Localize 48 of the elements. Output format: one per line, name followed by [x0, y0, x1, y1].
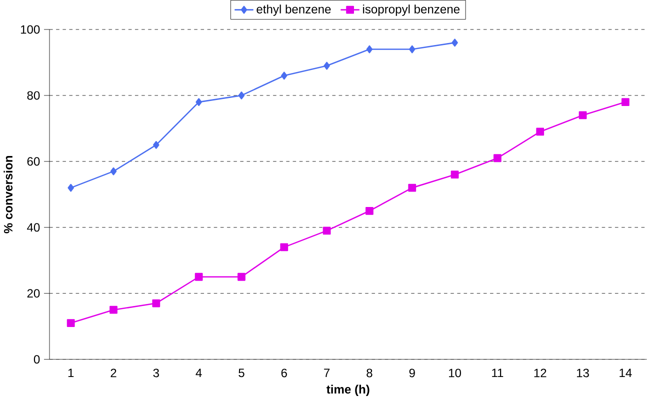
point	[366, 207, 374, 216]
point	[68, 184, 74, 192]
legend-label: ethyl benzene	[256, 4, 331, 16]
x-tick-label: 3	[153, 368, 159, 378]
point	[110, 306, 118, 314]
point	[324, 62, 330, 70]
x-tick-label: 7	[324, 368, 330, 378]
x-tick-label: 13	[576, 368, 589, 378]
point	[66, 319, 75, 328]
x-tick-label: 1	[68, 368, 74, 378]
point	[450, 170, 459, 179]
y-tick-label: 0	[34, 355, 40, 364]
x-tick-label: 6	[281, 368, 287, 378]
point	[366, 45, 373, 54]
point	[238, 92, 245, 100]
x-tick-label: 4	[196, 368, 202, 378]
y-axis-title: % conversion	[4, 156, 13, 234]
point	[621, 98, 630, 106]
x-axis-title: time (h)	[326, 384, 370, 396]
x-tick-label: 10	[449, 368, 462, 378]
y-tick-label: 20	[27, 289, 40, 298]
point	[280, 243, 288, 252]
legend-label: isopropyl benzene	[363, 4, 460, 16]
point	[578, 111, 587, 120]
point	[409, 45, 416, 54]
point	[238, 273, 246, 281]
point	[152, 299, 160, 308]
point	[322, 226, 331, 235]
y-tick-label: 60	[27, 157, 40, 166]
point	[196, 98, 202, 106]
y-tick-label: 40	[27, 223, 40, 232]
point	[408, 184, 416, 192]
y-tick-label: 100	[20, 25, 40, 34]
point	[494, 154, 502, 162]
point	[153, 141, 160, 150]
point	[194, 273, 203, 281]
point	[110, 168, 117, 176]
x-tick-label: 11	[492, 368, 504, 378]
y-tick-label: 80	[27, 91, 40, 100]
x-tick-label: 9	[409, 368, 415, 378]
x-tick-label: 12	[534, 368, 546, 378]
point	[536, 128, 544, 136]
x-tick-label: 5	[238, 368, 244, 378]
x-tick-label: 14	[620, 368, 632, 378]
point	[281, 72, 288, 80]
point	[452, 38, 458, 47]
x-tick-label: 8	[366, 368, 372, 378]
x-tick-label: 2	[110, 368, 116, 378]
